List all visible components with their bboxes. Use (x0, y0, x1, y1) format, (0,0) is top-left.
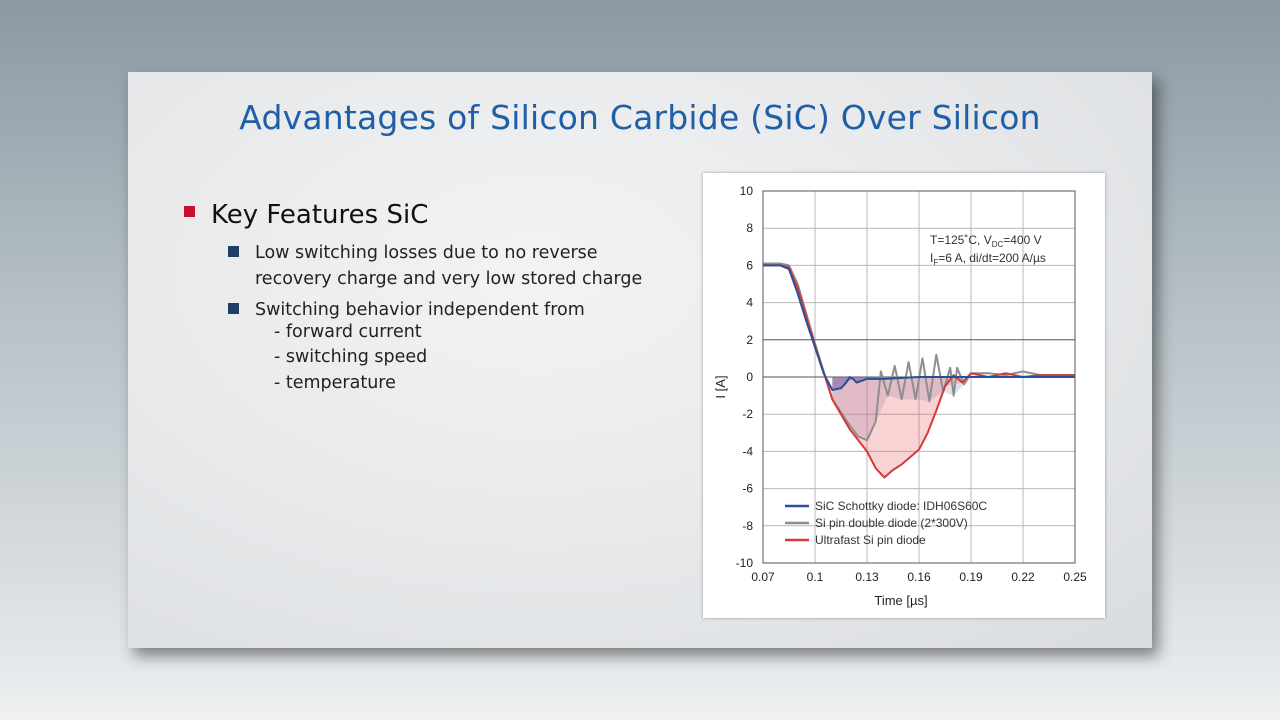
subpoint-forward-current: - forward current (274, 322, 422, 342)
conditions-line-1: T=125˚C, VDC=400 V (930, 233, 1042, 249)
y-tick-label: -2 (742, 407, 753, 421)
conditions-1-text: T=125˚C, V (930, 233, 992, 247)
x-tick-label: 0.19 (959, 570, 983, 584)
point-line: Low switching losses due to no reverse (255, 243, 598, 263)
legend-label: Si pin double diode (2*300V) (815, 516, 968, 530)
y-tick-labels: 10 8 6 4 2 0 -2 -4 -6 -8 -10 (736, 184, 754, 570)
bullet-key-features-text: Key Features SiC (211, 200, 429, 230)
x-tick-label: 0.1 (807, 570, 824, 584)
y-tick-label: -6 (742, 482, 753, 496)
legend-label: Ultrafast Si pin diode (815, 533, 926, 547)
x-tick-label: 0.07 (751, 570, 775, 584)
y-tick-label: 2 (746, 333, 753, 347)
y-axis-label: I [A] (713, 375, 728, 398)
conditions-1-subscript: DC (992, 240, 1004, 249)
y-tick-label: 10 (740, 184, 754, 198)
sic-recovery-area (832, 377, 885, 391)
point-text: Switching behavior independent from (255, 300, 585, 320)
x-tick-labels: 0.07 0.1 0.13 0.16 0.19 0.22 0.25 (751, 570, 1087, 584)
slide-title: Advantages of Silicon Carbide (SiC) Over… (239, 98, 1041, 137)
x-tick-label: 0.25 (1063, 570, 1087, 584)
subpoint-switching-speed: - switching speed (274, 347, 428, 367)
x-tick-label: 0.16 (907, 570, 931, 584)
point-line: recovery charge and very low stored char… (255, 269, 643, 289)
blue-square-bullet-icon (228, 303, 239, 314)
plot-frame (762, 190, 1076, 564)
series-line-0 (763, 264, 1075, 392)
conditions-2-subscript: F (933, 258, 938, 267)
ultrafast-recovery-area (832, 377, 963, 478)
subpoint-temperature: - temperature (274, 373, 396, 393)
series-lines (763, 262, 1075, 479)
chart-panel: 10 8 6 4 2 0 -2 -4 -6 -8 -10 0.07 0.1 0.13 0.16 0.19 0.… (703, 173, 1105, 618)
y-tick-label: 4 (746, 296, 753, 310)
blue-square-bullet-icon (228, 246, 239, 257)
y-tick-label: -8 (742, 519, 753, 533)
y-tick-label: -4 (742, 444, 753, 458)
point-switching-behavior: Switching behavior independent from (228, 297, 585, 323)
conditions-1-text-end: =400 V (1003, 233, 1041, 247)
red-square-bullet-icon (184, 205, 195, 217)
x-tick-label: 0.13 (855, 570, 879, 584)
y-tick-label: 6 (746, 258, 753, 272)
y-tick-label: -10 (736, 556, 754, 570)
legend-label: SiC Schottky diode: IDH06S60C (815, 499, 987, 513)
conditions-2-text: I (930, 251, 933, 265)
point-low-switching-losses: Low switching losses due to no reverse r… (228, 240, 642, 292)
x-axis-label: Time [µs] (874, 593, 927, 608)
y-tick-label: 8 (746, 221, 753, 235)
point-text: Low switching losses due to no reverse r… (255, 240, 642, 292)
x-tick-label: 0.22 (1011, 570, 1035, 584)
chart-legend: SiC Schottky diode: IDH06S60C Si pin doub… (785, 499, 987, 547)
bullet-key-features: Key Features SiC (184, 200, 428, 230)
y-tick-label: 0 (746, 370, 753, 384)
slide: Advantages of Silicon Carbide (SiC) Over… (128, 72, 1152, 648)
conditions-line-2: IF=6 A, di/dt=200 A/µs (930, 251, 1046, 267)
conditions-2-text-end: =6 A, di/dt=200 A/µs (938, 251, 1046, 265)
